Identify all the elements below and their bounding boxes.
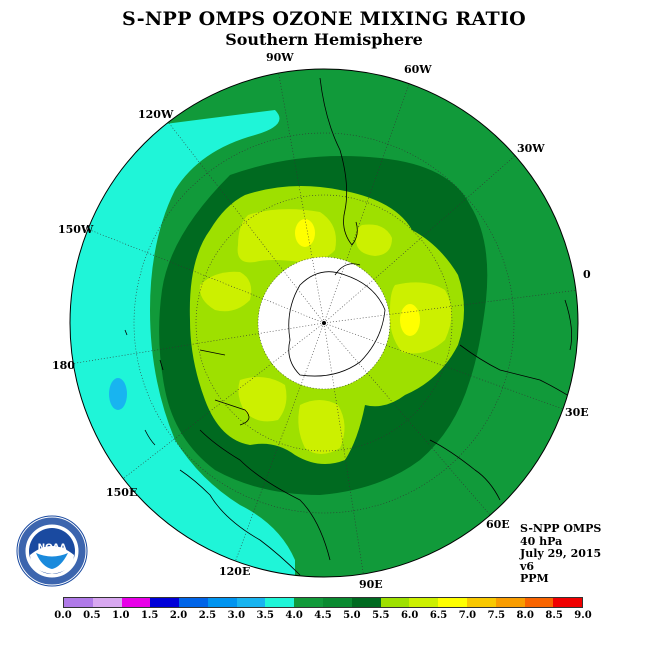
colorbar-swatch	[121, 598, 151, 607]
colorbar-tick-label: 5.0	[343, 610, 361, 621]
noaa-logo-icon: NOAA	[16, 515, 88, 587]
colorbar-swatch	[409, 598, 439, 607]
lon-label-120e: 120E	[219, 565, 250, 578]
colorbar-swatch	[438, 598, 467, 607]
colorbar-tick-label: 7.0	[458, 610, 477, 621]
colorbar-swatch	[323, 598, 352, 607]
colorbar-swatch	[207, 598, 237, 607]
colorbar-swatch	[524, 598, 554, 607]
field-6.0-6.5-f	[298, 400, 345, 454]
svg-text:NOAA: NOAA	[38, 543, 67, 553]
lon-label-120w: 120W	[138, 108, 174, 121]
colorbar-swatch	[64, 598, 93, 607]
colorbar-tick-label: 6.5	[429, 610, 448, 621]
lon-label-30e: 30E	[565, 406, 589, 419]
page-subtitle: Southern Hemisphere	[225, 30, 423, 49]
ozone-field	[70, 69, 578, 577]
field-3.0-3.5	[109, 378, 127, 410]
field-6.0-6.5-b	[356, 224, 392, 256]
colorbar-tick-label: 2.0	[169, 610, 188, 621]
colorbar-swatch	[466, 598, 496, 607]
colorbar-tick-label: 7.5	[487, 610, 506, 621]
colorbar-swatch	[553, 598, 583, 607]
colorbar-tick-label: 5.5	[372, 610, 390, 621]
field-6.0-6.5-c	[389, 282, 452, 354]
colorbar-swatch	[179, 598, 208, 607]
colorbar-swatch	[265, 598, 295, 607]
colorbar-tick-label: 2.5	[198, 610, 217, 621]
lon-label-30w: 30W	[517, 142, 545, 155]
field-6.0-6.5-d	[199, 271, 252, 312]
info-satellite: S-NPP OMPS	[520, 522, 602, 535]
colorbar-tick-label: 1.5	[140, 610, 159, 621]
colorbar-tick-label: 3.5	[256, 610, 274, 621]
colorbar-tick-label: 0.0	[54, 610, 72, 621]
lon-label-90e: 90E	[359, 578, 383, 591]
lon-label-180: 180	[52, 359, 75, 372]
info-panel: S-NPP OMPS 40 hPa July 29, 2015 v6 PPM	[520, 522, 602, 586]
field-6.5-7.0-b	[400, 304, 420, 336]
colorbar-tick-label: 6.0	[400, 610, 419, 621]
colorbar-tick-label: 8.5	[545, 610, 563, 621]
longitude-labels: 90W 60W 30W 0 30E 60E 90E 120E 150E 180 …	[52, 51, 591, 591]
field-6.5-7.0-a	[295, 219, 315, 247]
lon-label-150e: 150E	[106, 486, 137, 499]
field-6.0-6.5-e	[238, 376, 287, 422]
colorbar-tick-label: 1.0	[112, 610, 130, 621]
lon-label-60e: 60E	[486, 518, 510, 531]
colorbar-swatch	[150, 598, 180, 607]
colorbar-ticks: 0.0 0.5 1.0 1.5 2.0 2.5 3.0 3.5 4.0 4.5 5.0 5.5 6.0 6…	[54, 610, 591, 624]
field-6.0-6.5-a	[237, 209, 336, 263]
info-date: July 29, 2015	[520, 547, 602, 560]
colorbar-swatch	[236, 598, 266, 607]
lon-label-150w: 150W	[58, 223, 94, 236]
colorbar-swatch	[351, 598, 381, 607]
info-pressure: 40 hPa	[520, 534, 563, 548]
map-border	[69, 68, 579, 578]
colorbar-swatch	[380, 598, 410, 607]
lon-label-0: 0	[583, 268, 591, 281]
colorbar-tick-label: 4.0	[285, 610, 303, 621]
colorbar-tick-label: 3.0	[227, 610, 246, 621]
colorbar-swatch	[92, 598, 122, 607]
info-version: v6	[520, 559, 535, 573]
colorbar-swatch	[495, 598, 525, 607]
colorbar-tick-label: 4.5	[314, 610, 332, 621]
colorbar	[63, 597, 583, 608]
colorbar-tick-label: 9.0	[574, 610, 592, 621]
page-title: S-NPP OMPS OZONE MIXING RATIO	[121, 8, 527, 30]
graticule	[70, 69, 578, 577]
colorbar-tick-label: 0.5	[83, 610, 101, 621]
lon-label-60w: 60W	[404, 63, 432, 76]
coastlines	[124, 77, 576, 576]
lon-label-90w: 90W	[266, 51, 294, 64]
colorbar-tick-label: 8.0	[516, 610, 534, 621]
south-pole-dot	[322, 321, 326, 325]
colorbar-swatch	[294, 598, 324, 607]
info-unit: PPM	[520, 572, 549, 585]
